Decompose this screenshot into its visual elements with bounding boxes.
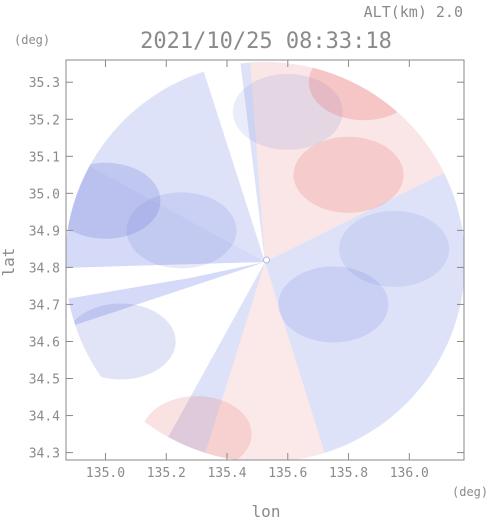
x-tick-label: 135.0 xyxy=(86,466,125,481)
chart-header: ALT(km) 2.0 xyxy=(364,3,463,21)
x-tick-label: 136.0 xyxy=(390,466,429,481)
y-tick-label: 35.0 xyxy=(29,187,60,202)
y-tick-label: 35.2 xyxy=(29,113,60,128)
x-tick-label: 135.4 xyxy=(207,466,246,481)
echo-region-receding xyxy=(308,62,419,121)
y-tick-label: 34.5 xyxy=(29,373,60,388)
y-unit-label: (deg) xyxy=(14,33,50,47)
x-tick-label: 135.8 xyxy=(329,466,368,481)
y-tick-label: 34.6 xyxy=(29,335,60,350)
y-tick-label: 34.7 xyxy=(29,298,60,313)
echo-region-receding xyxy=(141,396,252,460)
x-axis: 135.0 135.2 135.4 135.6 135.8 136.0 xyxy=(86,60,429,481)
x-axis-label: lon xyxy=(252,502,281,521)
y-tick-label: 34.4 xyxy=(29,410,60,425)
plot-frame xyxy=(65,59,465,461)
y-axis-label: lat xyxy=(0,248,18,277)
echo-region-approaching xyxy=(66,303,176,380)
y-tick-label: 34.3 xyxy=(29,447,60,462)
radar-echo-area xyxy=(66,62,464,460)
x-tick-label: 135.2 xyxy=(147,466,186,481)
echo-region-approaching xyxy=(278,266,389,343)
echo-region-receding xyxy=(293,136,404,213)
echo-region-approaching xyxy=(232,73,343,150)
chart-title: 2021/10/25 08:33:18 xyxy=(140,29,392,54)
radar-center-marker xyxy=(263,256,271,264)
y-tick-label: 34.8 xyxy=(29,261,60,276)
y-tick-label: 35.3 xyxy=(29,76,60,91)
y-tick-label: 34.9 xyxy=(29,224,60,239)
x-tick-label: 135.6 xyxy=(268,466,307,481)
x-unit-label: (deg) xyxy=(452,485,488,499)
y-tick-label: 35.1 xyxy=(29,150,60,165)
y-axis: 34.3 34.4 34.5 34.6 34.7 34.8 34.9 35.0 35.1 35.2… xyxy=(29,76,464,462)
echo-region-approaching xyxy=(339,210,450,287)
echo-region-approaching xyxy=(126,192,237,269)
